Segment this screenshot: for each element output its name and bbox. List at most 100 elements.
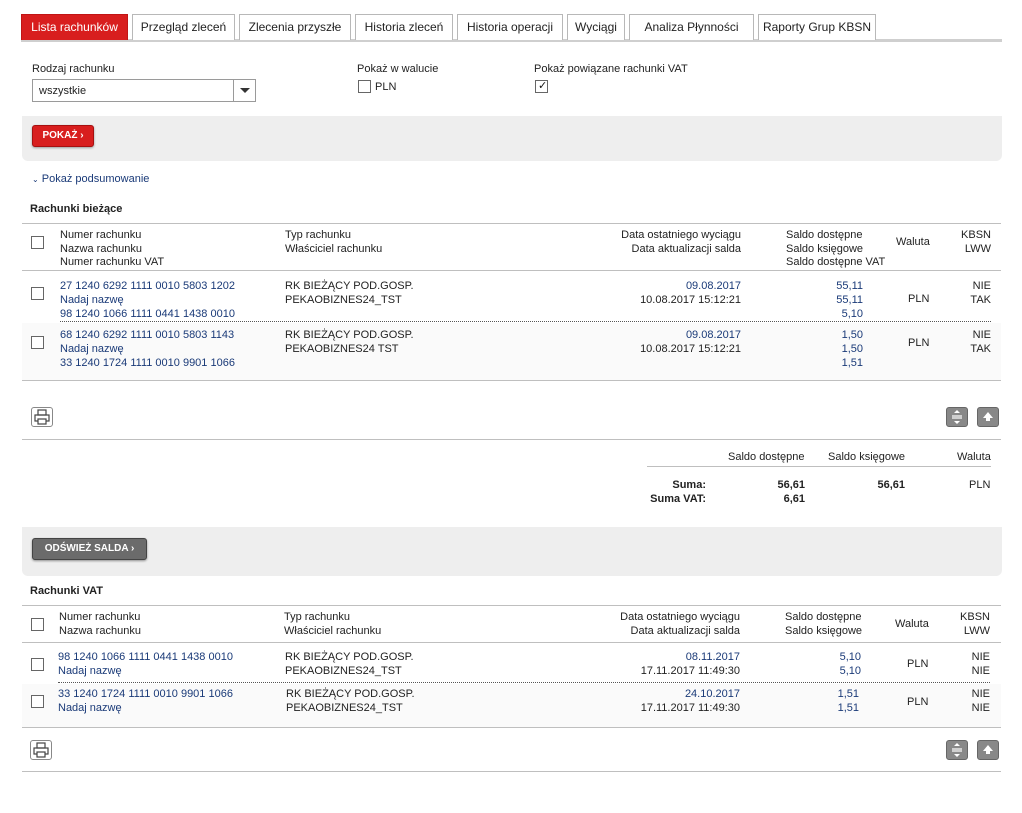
tab-analiza-plynnosci[interactable]: Analiza Płynności [629,14,754,40]
expand-rows-button[interactable] [946,740,968,760]
vat-header-number: Numer rachunku Nazwa rachunku [59,611,141,637]
dropdown-arrow-box [233,80,255,101]
sum-booked-value: 56,61 [877,479,905,491]
rename-link[interactable]: Nadaj nazwę [60,294,124,306]
current-accounts-title: Rachunki bieżące [30,203,123,215]
currency-label: Pokaż w walucie [357,63,439,75]
vat-header-type: Typ rachunku Właściciel rachunku [284,611,382,637]
scroll-top-icon [983,745,993,754]
account-type-select[interactable]: wszystkie [32,79,256,102]
scroll-top-button[interactable] [977,740,999,760]
chevron-down-icon [240,88,250,93]
header-type: Typ rachunku Właściciel rachunku [285,229,383,255]
table-row-balances: 5,10 5,10 [839,651,861,677]
tab-bar: Lista rachunków Przegląd zleceń Zlecenia… [21,14,1002,42]
tab-raporty-grup-kbsn[interactable]: Raporty Grup KBSN [758,14,876,40]
show-summary-text: Pokaż podsumowanie [41,173,150,185]
show-button[interactable]: POKAŻ › [32,125,94,147]
table-row-currency: PLN [908,337,930,349]
show-summary-link[interactable]: ⌄ Pokaż podsumowanie [32,173,149,185]
vat-account-link[interactable]: 33 1240 1724 1111 0010 9901 1066 [60,357,235,369]
divider [22,270,1001,271]
table-row-type: RK BIEŻĄCY POD.GOSP. PEKAOBIZNES24_TST [285,651,414,677]
row-checkbox[interactable] [31,336,44,349]
row-separator [60,321,991,322]
divider [22,439,1001,440]
divider [22,642,1001,643]
row-checkbox[interactable] [31,287,44,300]
divider [22,771,1001,772]
account-type-label: Rodzaj rachunku [32,63,115,75]
table-row-kbsn: NIE TAK [970,329,991,355]
scroll-top-button[interactable] [977,407,999,427]
print-button[interactable] [31,407,53,427]
rename-link[interactable]: Nadaj nazwę [60,343,124,355]
print-icon [33,742,49,758]
table-row-balances: 1,51 1,51 [837,688,859,714]
row-checkbox[interactable] [31,658,44,671]
row-separator [58,682,990,683]
vat-accounts-title: Rachunki VAT [30,585,103,597]
vat-header-currency: Waluta [895,618,929,630]
account-type-value: wszystkie [39,85,87,97]
table-row-currency: PLN [907,696,929,708]
vat-header-balance: Saldo dostępne Saldo księgowe [785,611,863,637]
table-row-kbsn: NIE NIE [971,651,990,677]
divider [22,727,1001,728]
table-row-number: 27 1240 6292 1111 0010 5803 1202 Nadaj n… [60,279,235,321]
account-number-link[interactable]: 33 1240 1724 1111 0010 9901 1066 [58,688,233,700]
tab-lista-rachunkow[interactable]: Lista rachunków [21,14,128,40]
account-number-link[interactable]: 27 1240 6292 1111 0010 5803 1202 [60,280,235,292]
filter-action-bar [22,116,1002,161]
rename-link[interactable]: Nadaj nazwę [58,702,122,714]
currency-option-label: PLN [375,81,397,93]
tab-przeglad-zlecen[interactable]: Przegląd zleceń [132,14,235,40]
account-number-link[interactable]: 98 1240 1066 1111 0441 1438 0010 [58,651,233,663]
table-row-balances: 55,11 55,11 5,10 [836,280,863,320]
expand-rows-button[interactable] [946,407,968,427]
print-button[interactable] [30,740,52,760]
table-row-kbsn: NIE TAK [970,280,991,306]
tab-wyciagi[interactable]: Wyciągi [567,14,625,40]
table-row-dates: 09.08.2017 10.08.2017 15:12:21 [640,280,741,306]
expand-rows-icon [952,743,962,757]
table-row-kbsn: NIE NIE [971,688,990,714]
header-currency: Waluta [896,236,930,248]
sum-currency-value: PLN [969,479,991,491]
sum-label: Suma: [672,479,706,491]
refresh-balances-button[interactable]: ODŚWIEŻ SALDA › [32,538,147,560]
tab-historia-operacji[interactable]: Historia operacji [457,14,563,40]
vat-account-link[interactable]: 98 1240 1066 1111 0441 1438 0010 [60,308,235,320]
totals-divider [647,466,991,467]
table-row-dates: 09.08.2017 10.08.2017 15:12:21 [640,329,741,355]
tab-zlecenia-przyszle[interactable]: Zlecenia przyszłe [239,14,351,40]
divider [22,223,1001,224]
table-row-bg [22,684,1001,727]
header-balance: Saldo dostępne Saldo księgowe Saldo dost… [786,229,886,268]
account-number-link[interactable]: 68 1240 6292 1111 0010 5803 1143 [60,329,235,341]
expand-rows-icon [952,410,962,424]
refresh-bar [22,527,1002,576]
table-row-currency: PLN [908,293,930,305]
table-row-number: 68 1240 6292 1111 0010 5803 1143 Nadaj n… [60,328,235,370]
table-row-type: RK BIEŻĄCY POD.GOSP. PEKAOBIZNES24_TST [286,688,415,714]
sum-vat-label: Suma VAT: [650,493,706,505]
header-date: Data ostatniego wyciągu Data aktualizacj… [621,229,741,255]
rename-link[interactable]: Nadaj nazwę [58,665,122,677]
totals-col-booked: Saldo księgowe [828,451,906,463]
row-checkbox[interactable] [31,695,44,708]
print-icon [34,409,50,425]
currency-checkbox[interactable] [358,80,371,93]
select-all-vat-checkbox[interactable] [31,618,44,631]
vat-checkbox[interactable]: ✓ [535,80,548,93]
scroll-top-icon [983,412,993,421]
header-kbsn: KBSN LWW [961,229,991,255]
totals-col-available: Saldo dostępne [728,451,805,463]
tab-historia-zlecen[interactable]: Historia zleceń [355,14,453,40]
table-row-type: RK BIEŻĄCY POD.GOSP. PEKAOBIZNES24_TST [285,280,414,306]
select-all-checkbox[interactable] [31,236,44,249]
divider [22,605,1001,606]
table-row-number: 98 1240 1066 1111 0441 1438 0010 Nadaj n… [58,650,233,678]
sum-available-value: 56,61 [777,479,805,491]
vat-label: Pokaż powiązane rachunki VAT [534,63,688,75]
